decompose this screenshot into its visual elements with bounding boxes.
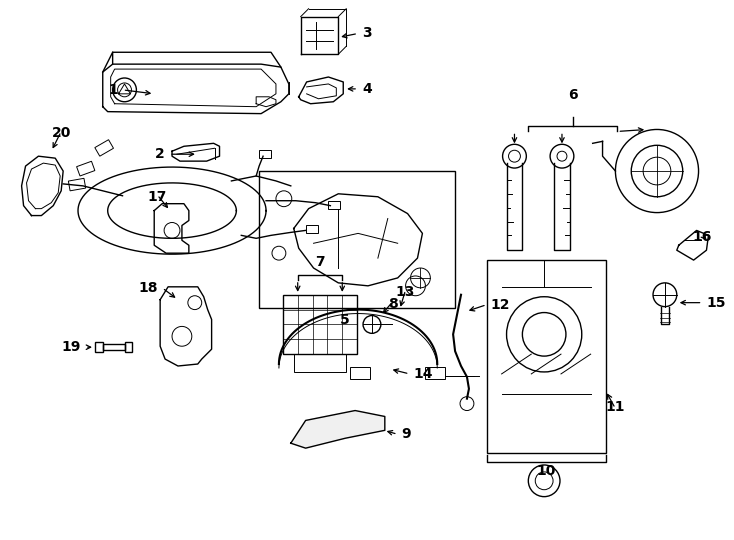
Bar [328,201,341,208]
Text: 6: 6 [568,87,578,102]
Text: 19: 19 [62,340,81,354]
Text: 5: 5 [341,313,350,327]
Text: 4: 4 [362,82,372,96]
Bar [95,342,103,352]
Bar [426,367,446,379]
Bar [487,260,606,453]
Text: 8: 8 [388,296,398,310]
Text: 10: 10 [537,464,556,478]
Text: 7: 7 [315,255,325,269]
Bar [76,161,95,176]
Polygon shape [291,410,385,448]
Bar [103,344,125,350]
Text: 12: 12 [491,298,510,312]
Bar [259,150,271,158]
Text: 3: 3 [362,26,371,40]
Bar [95,140,114,156]
Text: 20: 20 [51,126,71,140]
Text: 1: 1 [109,83,119,97]
Text: 2: 2 [156,147,165,161]
Text: 9: 9 [401,427,411,441]
Text: 17: 17 [148,190,167,204]
Text: 15: 15 [706,296,726,309]
Text: 13: 13 [396,285,415,299]
Bar [294,354,346,372]
Bar [68,178,86,191]
Text: 18: 18 [139,281,158,295]
Bar [350,367,370,379]
Text: 14: 14 [413,367,433,381]
Text: 11: 11 [606,400,625,414]
Bar [125,342,132,352]
Text: 16: 16 [693,231,712,245]
Bar [283,295,357,354]
Bar [259,171,455,308]
Bar [305,226,318,233]
